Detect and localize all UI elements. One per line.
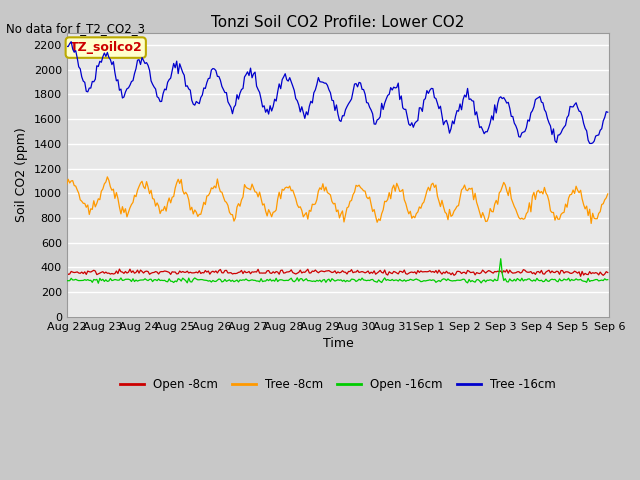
Title: Tonzi Soil CO2 Profile: Lower CO2: Tonzi Soil CO2 Profile: Lower CO2 xyxy=(211,15,465,30)
X-axis label: Time: Time xyxy=(323,337,353,350)
Legend: Open -8cm, Tree -8cm, Open -16cm, Tree -16cm: Open -8cm, Tree -8cm, Open -16cm, Tree -… xyxy=(115,374,561,396)
Text: TZ_soilco2: TZ_soilco2 xyxy=(69,41,142,54)
Y-axis label: Soil CO2 (ppm): Soil CO2 (ppm) xyxy=(15,127,28,222)
Text: No data for f_T2_CO2_3: No data for f_T2_CO2_3 xyxy=(6,22,145,35)
